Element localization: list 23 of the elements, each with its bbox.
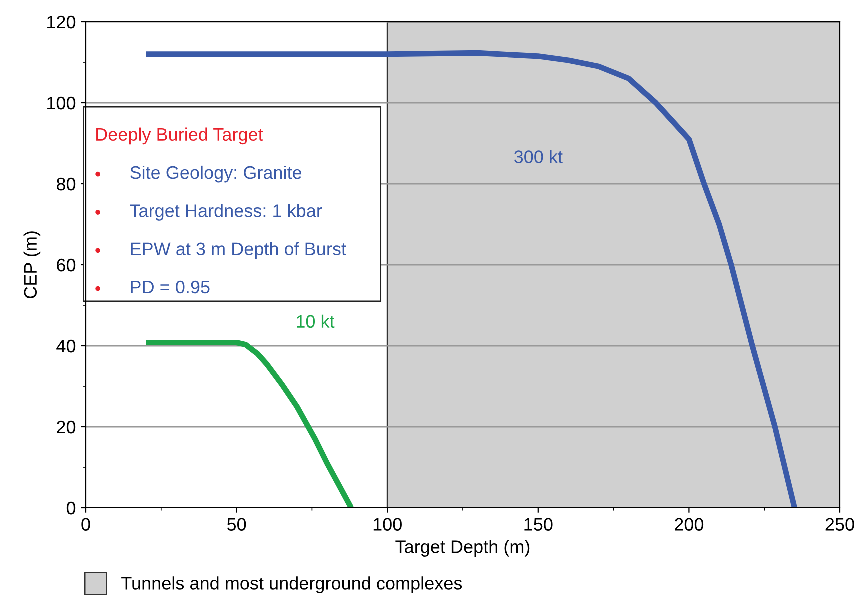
x-tick-label: 250 (826, 518, 854, 531)
x-axis-title: Target Depth (m) (396, 540, 530, 557)
x-tick-label: 150 (524, 518, 553, 531)
y-tick-label: 120 (48, 16, 76, 29)
y-axis-title: CEP (m) (24, 232, 41, 299)
annotation: Site Geology: Granite (130, 166, 302, 183)
y-tick-label: 40 (56, 340, 76, 353)
x-tick-label: 50 (227, 518, 246, 531)
x-tick-label: 0 (82, 518, 90, 531)
x-tick-label: 100 (374, 518, 402, 531)
y-tick-label: 0 (66, 502, 76, 515)
annotation: PD = 0.95 (131, 280, 210, 294)
annotation: EPW at 3 m Depth of Burst (131, 242, 346, 260)
text: 300 kt (514, 150, 563, 164)
legend-label: Tunnels and most underground complexes (122, 576, 462, 594)
annotation: Target Hardness: 1 kbar (130, 204, 322, 221)
text: 10 kt (297, 314, 335, 328)
x-tick-label: 200 (675, 518, 704, 531)
annotation: Deeply Buried Target (96, 128, 264, 145)
y-tick-label: 20 (57, 420, 76, 434)
y-tick-label: 100 (48, 96, 76, 110)
y-tick-label: 80 (56, 178, 76, 191)
y-tick-label: 60 (57, 258, 76, 272)
